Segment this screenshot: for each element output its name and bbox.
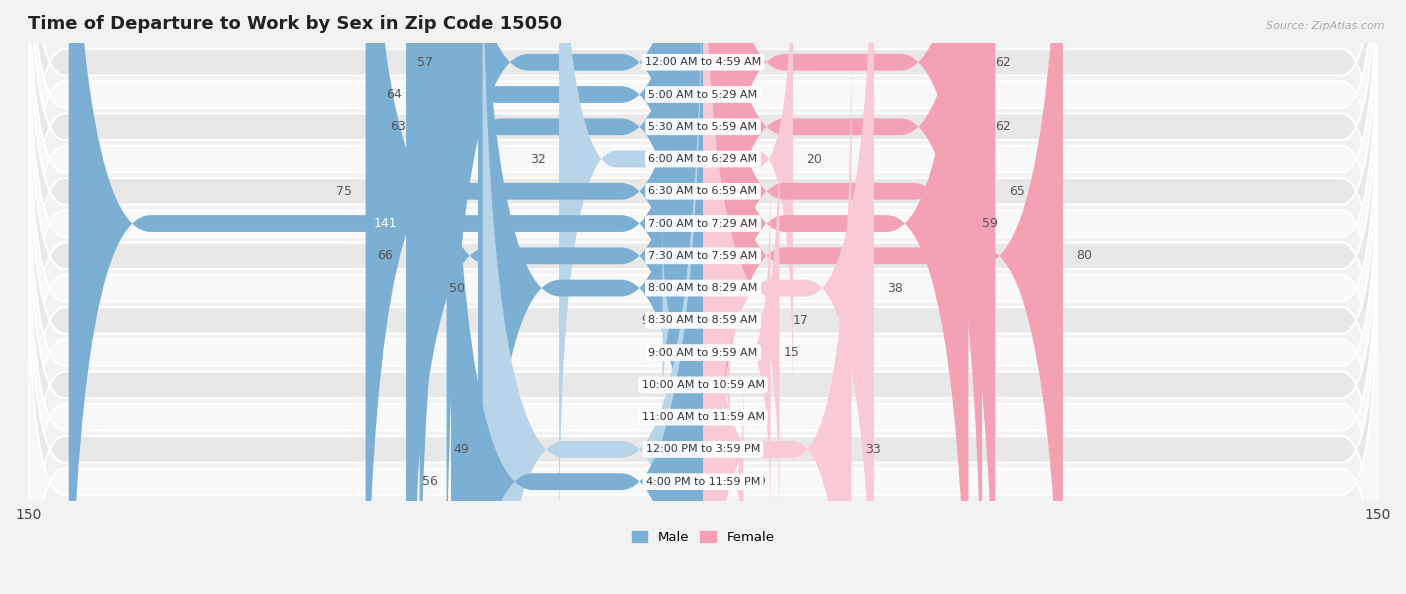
Text: 33: 33	[865, 443, 880, 456]
FancyBboxPatch shape	[451, 0, 703, 594]
FancyBboxPatch shape	[28, 108, 1378, 594]
Text: 10:00 AM to 10:59 AM: 10:00 AM to 10:59 AM	[641, 380, 765, 390]
Text: 57: 57	[418, 56, 433, 69]
FancyBboxPatch shape	[28, 75, 1378, 565]
FancyBboxPatch shape	[415, 0, 703, 594]
Text: 9: 9	[756, 475, 765, 488]
FancyBboxPatch shape	[703, 374, 744, 589]
FancyBboxPatch shape	[482, 0, 703, 594]
FancyBboxPatch shape	[689, 312, 703, 393]
Text: 63: 63	[391, 120, 406, 133]
FancyBboxPatch shape	[560, 0, 703, 564]
FancyBboxPatch shape	[69, 0, 703, 594]
Text: 7:00 AM to 7:29 AM: 7:00 AM to 7:29 AM	[648, 219, 758, 229]
Text: 6:00 AM to 6:29 AM: 6:00 AM to 6:29 AM	[648, 154, 758, 164]
FancyBboxPatch shape	[28, 0, 1378, 404]
Text: 17: 17	[793, 314, 808, 327]
Text: 56: 56	[422, 475, 437, 488]
FancyBboxPatch shape	[28, 237, 1378, 594]
Text: 66: 66	[377, 249, 392, 263]
FancyBboxPatch shape	[689, 377, 703, 457]
Text: 5:00 AM to 5:29 AM: 5:00 AM to 5:29 AM	[648, 90, 758, 100]
FancyBboxPatch shape	[703, 0, 793, 409]
Text: 7:30 AM to 7:59 AM: 7:30 AM to 7:59 AM	[648, 251, 758, 261]
Text: 6: 6	[744, 378, 751, 391]
Text: 59: 59	[981, 217, 998, 230]
FancyBboxPatch shape	[28, 204, 1378, 594]
FancyBboxPatch shape	[703, 0, 875, 594]
Text: 75: 75	[336, 185, 352, 198]
FancyBboxPatch shape	[703, 32, 852, 594]
FancyBboxPatch shape	[703, 377, 717, 457]
FancyBboxPatch shape	[28, 140, 1378, 594]
FancyBboxPatch shape	[28, 0, 1378, 436]
Text: 62: 62	[995, 56, 1011, 69]
Text: 9:00 AM to 9:59 AM: 9:00 AM to 9:59 AM	[648, 347, 758, 358]
Text: 64: 64	[385, 88, 402, 101]
Text: 6:30 AM to 6:59 AM: 6:30 AM to 6:59 AM	[648, 187, 758, 196]
FancyBboxPatch shape	[703, 0, 969, 594]
Text: 65: 65	[1010, 185, 1025, 198]
Text: 50: 50	[449, 282, 464, 295]
Text: 12:00 PM to 3:59 PM: 12:00 PM to 3:59 PM	[645, 444, 761, 454]
FancyBboxPatch shape	[419, 0, 703, 594]
FancyBboxPatch shape	[28, 43, 1378, 533]
Text: 15: 15	[785, 346, 800, 359]
Text: 62: 62	[995, 120, 1011, 133]
Text: 4:00 PM to 11:59 PM: 4:00 PM to 11:59 PM	[645, 476, 761, 486]
Text: 0: 0	[730, 410, 738, 424]
FancyBboxPatch shape	[406, 0, 703, 594]
FancyBboxPatch shape	[703, 109, 779, 532]
FancyBboxPatch shape	[703, 168, 770, 538]
FancyBboxPatch shape	[28, 0, 1378, 339]
FancyBboxPatch shape	[703, 0, 1063, 594]
Legend: Male, Female: Male, Female	[626, 526, 780, 549]
FancyBboxPatch shape	[703, 0, 981, 594]
FancyBboxPatch shape	[28, 172, 1378, 594]
Text: 5:30 AM to 5:59 AM: 5:30 AM to 5:59 AM	[648, 122, 758, 132]
FancyBboxPatch shape	[28, 0, 1378, 372]
Text: 141: 141	[374, 217, 398, 230]
FancyBboxPatch shape	[703, 316, 730, 454]
Text: 8:00 AM to 8:29 AM: 8:00 AM to 8:29 AM	[648, 283, 758, 293]
FancyBboxPatch shape	[478, 0, 703, 594]
Text: 0: 0	[730, 88, 738, 101]
Text: 38: 38	[887, 282, 903, 295]
Text: 49: 49	[453, 443, 470, 456]
Text: 12:00 AM to 4:59 AM: 12:00 AM to 4:59 AM	[645, 57, 761, 67]
Text: 80: 80	[1077, 249, 1092, 263]
FancyBboxPatch shape	[689, 345, 703, 425]
FancyBboxPatch shape	[447, 0, 703, 594]
Text: Source: ZipAtlas.com: Source: ZipAtlas.com	[1267, 21, 1385, 31]
Text: 20: 20	[807, 153, 823, 166]
FancyBboxPatch shape	[662, 213, 703, 428]
FancyBboxPatch shape	[703, 55, 717, 134]
Text: 11:00 AM to 11:59 AM: 11:00 AM to 11:59 AM	[641, 412, 765, 422]
Text: 0: 0	[668, 346, 676, 359]
FancyBboxPatch shape	[703, 0, 995, 594]
FancyBboxPatch shape	[703, 0, 981, 594]
Text: 32: 32	[530, 153, 546, 166]
FancyBboxPatch shape	[28, 0, 1378, 469]
FancyBboxPatch shape	[28, 11, 1378, 501]
Text: 0: 0	[668, 378, 676, 391]
Text: 9: 9	[641, 314, 650, 327]
FancyBboxPatch shape	[28, 0, 1378, 307]
Text: 0: 0	[668, 410, 676, 424]
Text: 8:30 AM to 8:59 AM: 8:30 AM to 8:59 AM	[648, 315, 758, 326]
FancyBboxPatch shape	[366, 0, 703, 594]
Text: Time of Departure to Work by Sex in Zip Code 15050: Time of Departure to Work by Sex in Zip …	[28, 15, 562, 33]
